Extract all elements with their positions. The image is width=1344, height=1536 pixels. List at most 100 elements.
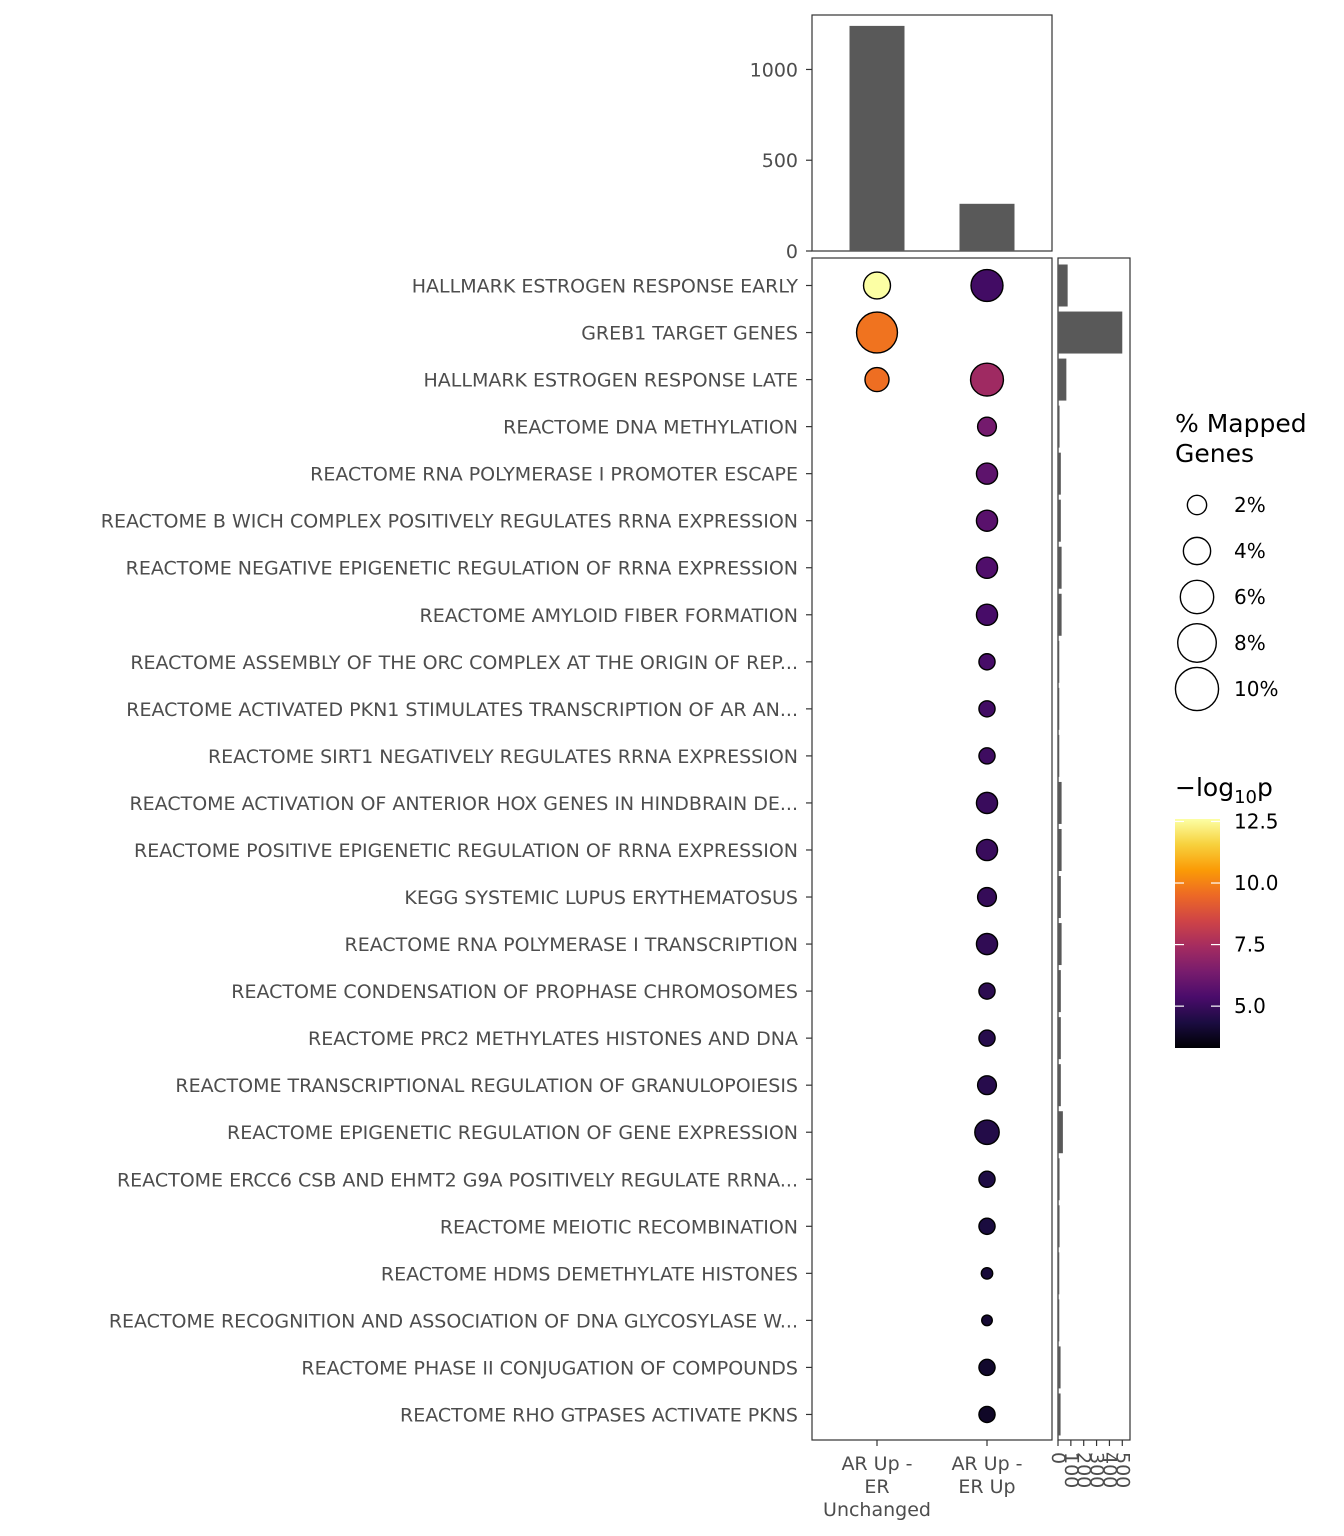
color-legend-title-prefix: −log bbox=[1175, 773, 1234, 802]
x-tick-label: ER Up bbox=[958, 1476, 1015, 1498]
data-point bbox=[978, 982, 996, 1000]
data-point bbox=[978, 747, 996, 765]
y-tick-label: REACTOME POSITIVE EPIGENETIC REGULATION … bbox=[134, 840, 798, 862]
data-point bbox=[862, 271, 892, 300]
bar bbox=[1058, 593, 1062, 636]
bar bbox=[1058, 358, 1067, 401]
bar bbox=[1058, 828, 1062, 871]
y-tick-label: REACTOME SIRT1 NEGATIVELY REGULATES RRNA… bbox=[208, 746, 798, 768]
bar bbox=[1058, 734, 1060, 777]
data-point bbox=[980, 1266, 994, 1280]
bar bbox=[1058, 264, 1068, 307]
y-tick-label: HALLMARK ESTROGEN RESPONSE LATE bbox=[423, 370, 798, 392]
x-tick-label: AR Up - bbox=[951, 1453, 1022, 1475]
color-bar-label: 7.5 bbox=[1234, 933, 1266, 957]
bar bbox=[1058, 452, 1061, 495]
size-legend-label: 4% bbox=[1234, 539, 1266, 563]
size-legend-label: 2% bbox=[1234, 493, 1266, 517]
y-tick-label: REACTOME AMYLOID FIBER FORMATION bbox=[420, 605, 798, 627]
bar bbox=[849, 25, 905, 252]
y-tick-label: 1000 bbox=[750, 59, 798, 81]
y-tick-label: REACTOME PHASE II CONJUGATION OF COMPOUN… bbox=[301, 1357, 798, 1379]
bar bbox=[1058, 1158, 1060, 1201]
y-tick-label: REACTOME RECOGNITION AND ASSOCIATION OF … bbox=[109, 1310, 798, 1332]
color-bar bbox=[1175, 819, 1220, 1048]
color-legend-title-suffix: p bbox=[1257, 773, 1273, 802]
size-legend-label: 10% bbox=[1234, 677, 1278, 701]
x-tick-label: 500 bbox=[1111, 1452, 1133, 1488]
color-legend-title: −log10p bbox=[1175, 773, 1273, 808]
x-tick-label: Unchanged bbox=[823, 1499, 931, 1521]
x-tick-label: AR Up - bbox=[841, 1453, 912, 1475]
data-point bbox=[855, 311, 899, 354]
x-tick-label: 0 bbox=[1047, 1452, 1069, 1464]
data-point bbox=[978, 1405, 996, 1424]
data-point bbox=[978, 1170, 996, 1189]
data-point bbox=[978, 700, 996, 718]
data-point bbox=[975, 603, 999, 627]
bar bbox=[1058, 1017, 1061, 1060]
x-tick-label: 300 bbox=[1086, 1452, 1108, 1488]
bar bbox=[1058, 970, 1061, 1013]
x-tick-label: 100 bbox=[1060, 1452, 1082, 1488]
bar bbox=[1058, 1346, 1061, 1389]
top-bar-panel: 0 500 1000 bbox=[750, 14, 1053, 263]
bar bbox=[1058, 1393, 1061, 1436]
y-tick-label: REACTOME ERCC6 CSB AND EHMT2 G9A POSITIV… bbox=[117, 1169, 798, 1191]
color-legend-title-subscript: 10 bbox=[1234, 787, 1257, 808]
size-legend-key bbox=[1182, 536, 1212, 566]
data-point bbox=[864, 366, 890, 393]
bar bbox=[1058, 405, 1060, 448]
data-point bbox=[975, 556, 999, 579]
y-tick-label: REACTOME EPIGENETIC REGULATION OF GENE E… bbox=[227, 1122, 798, 1144]
y-tick-label: GREB1 TARGET GENES bbox=[581, 323, 798, 345]
y-tick-label: KEGG SYSTEMIC LUPUS ERYTHEMATOSUS bbox=[404, 887, 798, 909]
bar bbox=[1058, 1111, 1063, 1154]
y-tick-label: REACTOME HDMS DEMETHYLATE HISTONES bbox=[381, 1263, 798, 1285]
y-tick-label: REACTOME RNA POLYMERASE I PROMOTER ESCAP… bbox=[310, 464, 798, 486]
size-legend-key bbox=[1174, 666, 1220, 712]
bar bbox=[1058, 1064, 1061, 1107]
y-tick-label: REACTOME MEIOTIC RECOMBINATION bbox=[440, 1216, 798, 1238]
bar bbox=[1058, 687, 1060, 730]
x-tick-label: 200 bbox=[1073, 1452, 1095, 1488]
color-bar-label: 10.0 bbox=[1234, 871, 1279, 895]
bar bbox=[1058, 781, 1062, 824]
y-tick-label: REACTOME CONDENSATION OF PROPHASE CHROMO… bbox=[231, 981, 798, 1003]
bar bbox=[1058, 546, 1062, 589]
data-point bbox=[975, 791, 999, 815]
y-tick-label: REACTOME TRANSCRIPTIONAL REGULATION OF G… bbox=[175, 1075, 798, 1097]
data-point bbox=[978, 1358, 996, 1377]
x-tick-label: ER bbox=[864, 1476, 889, 1498]
y-tick-label: 0 bbox=[786, 241, 798, 263]
bar bbox=[1058, 640, 1060, 683]
data-point bbox=[975, 462, 999, 485]
data-point bbox=[976, 886, 998, 908]
data-point bbox=[981, 1314, 993, 1327]
data-point bbox=[976, 1075, 998, 1096]
data-point bbox=[975, 838, 999, 862]
size-legend-label: 6% bbox=[1234, 585, 1266, 609]
y-tick-label: REACTOME ACTIVATION OF ANTERIOR HOX GENE… bbox=[129, 793, 798, 815]
size-legend-key bbox=[1186, 494, 1208, 516]
data-point bbox=[969, 362, 1005, 397]
size-legend-key bbox=[1179, 579, 1215, 615]
color-bar-label: 5.0 bbox=[1234, 994, 1266, 1018]
x-tick-label: 400 bbox=[1098, 1452, 1120, 1488]
y-tick-label: REACTOME DNA METHYLATION bbox=[503, 417, 798, 439]
right-bar-frame bbox=[1057, 257, 1131, 1441]
legend: % MappedGenes2%4%6%8%10%−log10p12.510.07… bbox=[1174, 409, 1307, 1048]
y-tick-label: 500 bbox=[762, 150, 798, 172]
bar bbox=[1058, 923, 1062, 966]
data-point bbox=[975, 932, 999, 956]
bar bbox=[1058, 311, 1123, 354]
bar bbox=[1058, 876, 1061, 919]
size-legend-title: % Mapped bbox=[1175, 409, 1307, 438]
bar bbox=[1058, 499, 1061, 542]
y-tick-label: REACTOME NEGATIVE EPIGENETIC REGULATION … bbox=[126, 558, 798, 580]
data-point bbox=[978, 1029, 996, 1047]
data-point bbox=[975, 509, 999, 532]
y-tick-label: HALLMARK ESTROGEN RESPONSE EARLY bbox=[412, 276, 799, 298]
